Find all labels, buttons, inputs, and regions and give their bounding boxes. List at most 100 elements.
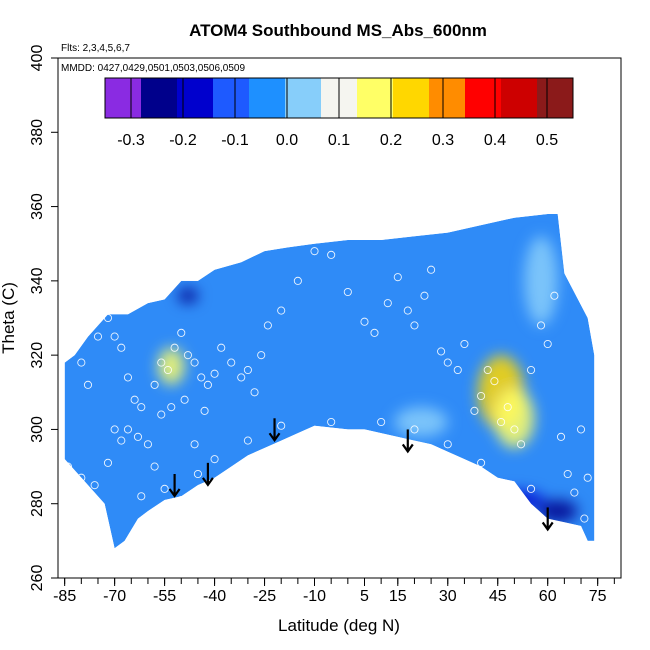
- x-axis-label: Latitude (deg N): [278, 616, 400, 635]
- x-tick-label: 5: [360, 588, 369, 605]
- observation-marker: [410, 425, 419, 434]
- observation-marker: [143, 440, 152, 449]
- field-feature: [524, 236, 558, 326]
- observation-marker: [343, 287, 352, 297]
- observation-marker: [250, 388, 259, 397]
- observation-marker: [420, 291, 429, 300]
- x-tick-label: -25: [253, 588, 276, 605]
- observation-marker: [63, 462, 73, 471]
- observation-marker: [427, 265, 436, 274]
- x-tick-label: -85: [53, 588, 76, 605]
- observation-marker: [490, 377, 499, 386]
- colorbar-tick-label: -0.3: [117, 132, 145, 149]
- observation-marker: [563, 469, 572, 479]
- observation-marker: [370, 328, 379, 337]
- x-tick-label: 75: [589, 588, 607, 605]
- observation-marker: [203, 380, 212, 389]
- colorbar-tick-label: 0.3: [432, 132, 454, 149]
- observation-marker: [163, 365, 172, 375]
- observation-marker: [393, 273, 402, 282]
- observation-marker: [580, 514, 589, 523]
- colorbar-tick-label: 0.4: [484, 132, 506, 149]
- observation-marker: [117, 343, 126, 352]
- colorbar-frame: [104, 77, 574, 119]
- arrow-markers: [168, 418, 554, 532]
- field-feature: [537, 500, 578, 523]
- y-axis-label: Theta (C): [0, 282, 18, 354]
- observation-marker: [177, 328, 186, 337]
- observation-marker: [83, 380, 93, 389]
- observation-marker: [150, 462, 159, 471]
- x-tick-label: 30: [439, 588, 457, 605]
- y-tick-label: 280: [29, 490, 46, 517]
- arrow-head: [401, 443, 414, 454]
- observation-marker: [243, 436, 252, 445]
- colorbar-swatch: [465, 78, 502, 118]
- observation-marker: [157, 410, 166, 419]
- colorbar-swatch: [537, 78, 574, 118]
- observation-marker: [257, 351, 266, 360]
- observation-marker: [460, 339, 469, 349]
- field-feature: [157, 347, 185, 385]
- dates-note: MMDD: 0427,0429,0501,0503,0506,0509: [61, 63, 245, 74]
- observation-marker: [493, 481, 502, 490]
- observation-marker: [103, 313, 113, 323]
- colorbar-tick-label: 0.5: [536, 132, 558, 149]
- observation-marker: [583, 473, 592, 482]
- observation-marker: [90, 481, 99, 490]
- x-tick-label: -70: [103, 588, 126, 605]
- arrow-head: [202, 477, 214, 487]
- observation-marker: [143, 514, 152, 523]
- arrow-head: [268, 432, 281, 443]
- observation-marker: [193, 469, 202, 479]
- observation-marker: [210, 455, 219, 464]
- observation-marker: [77, 358, 86, 367]
- observation-marker: [570, 488, 579, 497]
- observation-marker: [190, 440, 199, 449]
- observation-marker: [170, 343, 179, 352]
- x-tick-label: -10: [303, 588, 326, 605]
- colorbar-swatch: [141, 78, 178, 118]
- observation-marker: [210, 369, 219, 378]
- x-tick-label: -55: [153, 588, 176, 605]
- observation-marker: [576, 425, 586, 434]
- x-tick-label: -40: [203, 588, 226, 605]
- observation-marker: [123, 373, 133, 382]
- observation-marker: [383, 299, 392, 308]
- observation-marker: [497, 417, 506, 427]
- observation-marker: [180, 395, 189, 404]
- colorbar-swatch: [249, 78, 286, 118]
- observation-marker: [443, 358, 452, 367]
- colorbar-tick-label: -0.1: [221, 132, 249, 149]
- y-tick-label: 300: [29, 416, 46, 443]
- observation-marker: [410, 321, 419, 330]
- observation-marker: [377, 417, 386, 427]
- observation-marker: [130, 395, 139, 404]
- colorbar-swatch: [357, 78, 394, 118]
- observation-marker: [200, 406, 209, 415]
- observation-marker: [77, 473, 86, 482]
- y-tick-label: 260: [29, 565, 46, 592]
- observation-marker: [517, 440, 526, 449]
- observation-marker: [503, 403, 512, 412]
- observation-marker: [137, 403, 146, 412]
- observation-marker: [190, 358, 199, 367]
- colorbar-swatch: [429, 78, 466, 118]
- observation-marker: [243, 365, 252, 375]
- observation-marker: [477, 391, 486, 401]
- colorbar-tick-label: 0.2: [380, 132, 402, 149]
- colorbar: -0.3 -0.2 -0.1 0.0 0.1 0.2 0.3 0.4 0.5: [104, 77, 574, 149]
- colorbar-tick-label: 0.1: [328, 132, 350, 149]
- observation-marker: [123, 425, 133, 434]
- observation-marker: [160, 484, 169, 493]
- field-feature: [177, 288, 198, 304]
- observation-marker: [550, 291, 559, 300]
- observation-marker: [536, 321, 546, 330]
- observation-points: [63, 247, 592, 553]
- observation-marker: [360, 317, 369, 326]
- observation-marker: [527, 365, 536, 375]
- arrow-head: [541, 521, 554, 532]
- x-axis: -85 -70 -55 -40 -25 -10 5 15 30 45 60 75: [53, 577, 621, 605]
- field-feature: [494, 388, 535, 448]
- observation-marker: [150, 380, 159, 389]
